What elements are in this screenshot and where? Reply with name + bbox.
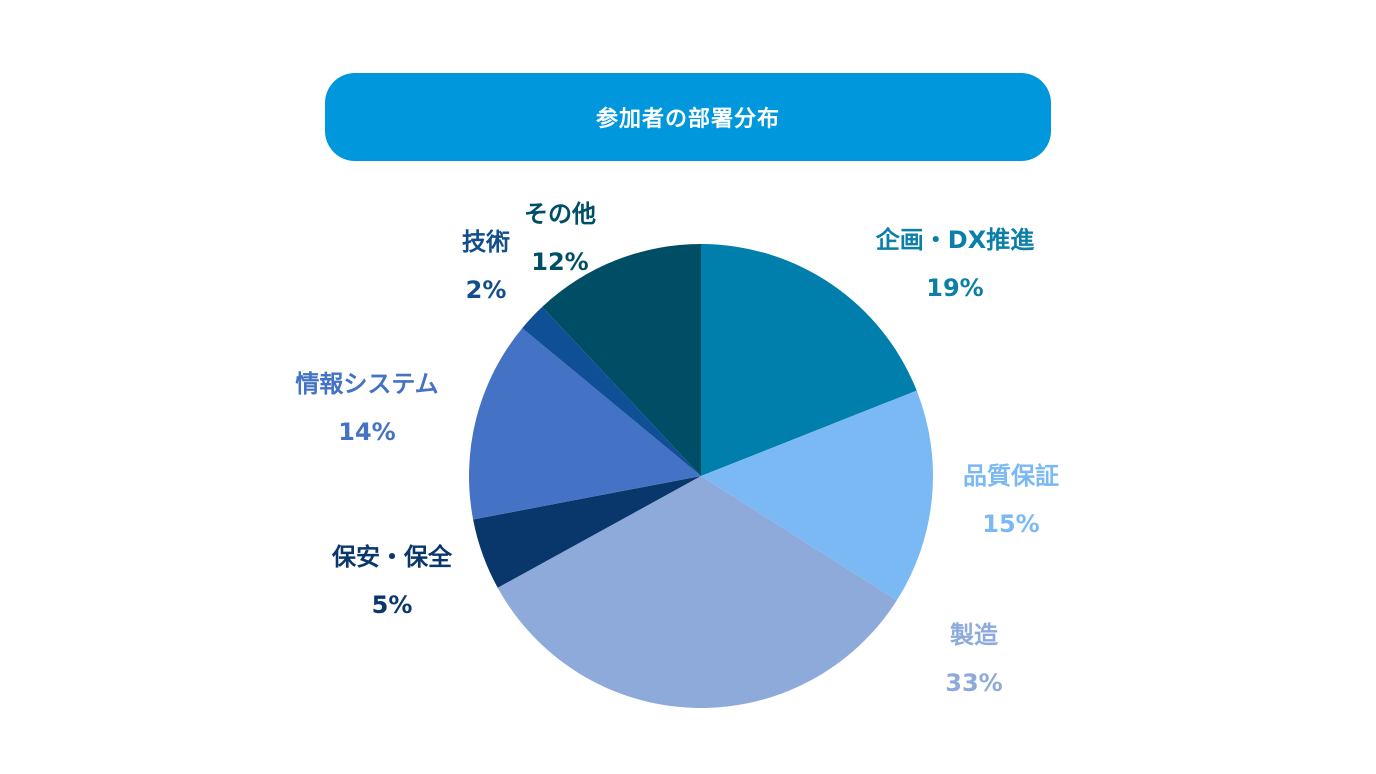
slice-percent-label: 5% bbox=[372, 591, 413, 619]
pie-slice-1 bbox=[701, 244, 917, 476]
slice-category-label: その他 bbox=[524, 200, 596, 228]
slice-percent-label: 2% bbox=[466, 276, 507, 304]
slice-category-label: 技術 bbox=[462, 228, 510, 256]
pie-slice-6 bbox=[522, 306, 701, 476]
pie-slice-7 bbox=[542, 244, 701, 476]
slice-percent-label: 15% bbox=[982, 510, 1039, 538]
pie-labels: 企画・DX推進 19% 品質保証 15% 製造 33% 保安・保全 5% 情報システム 14% 技術… bbox=[295, 200, 1059, 697]
slice-percent-label: 33% bbox=[945, 669, 1002, 697]
slice-category-label: 保安・保全 bbox=[331, 543, 453, 571]
pie-slice-4 bbox=[473, 476, 701, 588]
slice-category-label: 品質保証 bbox=[963, 462, 1059, 490]
pie-slice-5 bbox=[468, 328, 701, 520]
slice-percent-label: 19% bbox=[926, 274, 983, 302]
pie-slice-2 bbox=[701, 390, 933, 601]
chart-title-banner: 参加者の部署分布 bbox=[325, 73, 1051, 161]
pie-slice-3 bbox=[497, 476, 897, 709]
chart-title: 参加者の部署分布 bbox=[595, 107, 780, 132]
slice-category-label: 企画・DX推進 bbox=[876, 226, 1034, 254]
slice-category-label: 製造 bbox=[950, 621, 998, 649]
slice-percent-label: 12% bbox=[531, 248, 588, 276]
pie-slices bbox=[468, 244, 933, 709]
slice-percent-label: 14% bbox=[338, 418, 395, 446]
slice-category-label: 情報システム bbox=[295, 370, 438, 398]
